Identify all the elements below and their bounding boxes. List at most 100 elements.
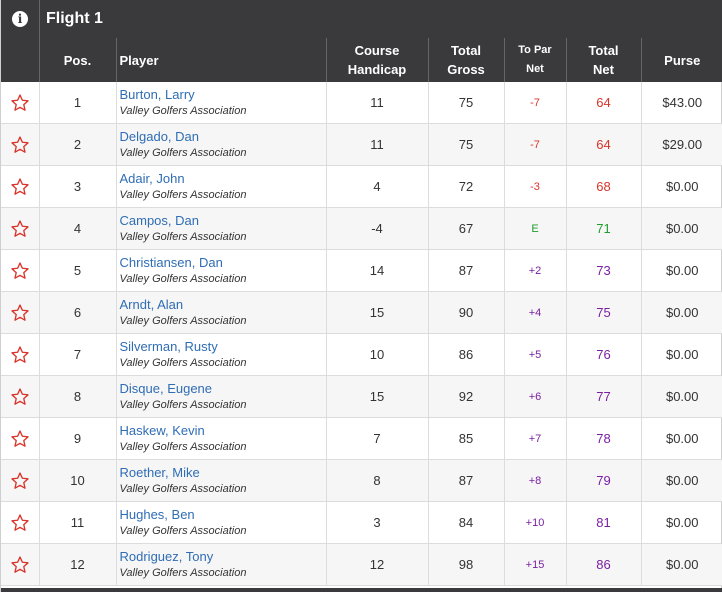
column-header-total-gross[interactable]: Total Gross [427,38,504,82]
favorite-star-icon[interactable] [10,261,30,281]
player-name-link[interactable]: Arndt, Alan [119,296,184,312]
purse-cell: $0.00 [640,207,722,250]
to-par-net-cell: +6 [503,375,566,418]
course-handicap-cell: 14 [325,249,428,292]
total-net-cell: 86 [565,543,641,586]
player-name-link[interactable]: Roether, Mike [119,464,200,480]
player-cell: Christiansen, Dan Valley Golfers Associat… [115,249,326,292]
total-gross-cell: 92 [427,375,504,418]
player-cell: Delgado, Dan Valley Golfers Association [115,123,326,166]
table-row: 11 Hughes, Ben Valley Golfers Association 3… [1,501,722,544]
player-cell: Adair, John Valley Golfers Association [115,165,326,208]
total-net-cell: 81 [565,501,641,544]
player-cell: Hughes, Ben Valley Golfers Association [115,501,326,544]
flight-header: i Flight 1 [1,0,722,39]
total-gross-cell: 86 [427,333,504,376]
column-header-total-net[interactable]: Total Net [565,38,641,82]
favorite-star-icon[interactable] [10,345,30,365]
favorite-star-icon[interactable] [10,303,30,323]
to-par-net-cell: +4 [503,291,566,334]
column-header-course-handicap[interactable]: Course Handicap [325,38,428,82]
total-gross-cell: 98 [427,543,504,586]
table-row: 9 Haskew, Kevin Valley Golfers Association… [1,417,722,460]
favorite-star-icon[interactable] [10,219,30,239]
pos-cell: 2 [38,123,116,166]
player-association: Valley Golfers Association [119,230,247,243]
purse-cell: $0.00 [640,249,722,292]
player-association: Valley Golfers Association [119,482,247,495]
player-name-link[interactable]: Hughes, Ben [119,506,195,522]
player-name-link[interactable]: Disque, Eugene [119,380,213,396]
purse-cell: $0.00 [640,543,722,586]
favorite-star-icon[interactable] [10,387,30,407]
player-cell: Roether, Mike Valley Golfers Association [115,459,326,502]
pos-cell: 5 [38,249,116,292]
purse-cell: $0.00 [640,333,722,376]
total-net-cell: 79 [565,459,641,502]
course-handicap-cell: 11 [325,123,428,166]
to-par-net-cell: +10 [503,501,566,544]
column-header-pos[interactable]: Pos. [38,38,116,82]
column-header-row: Pos. Player Course Handicap Total Gross To… [1,38,722,82]
column-header-to-par-net[interactable]: To Par Net [503,38,566,82]
to-par-net-cell: +5 [503,333,566,376]
pos-cell: 8 [38,375,116,418]
player-name-link[interactable]: Campos, Dan [119,212,199,228]
player-cell: Campos, Dan Valley Golfers Association [115,207,326,250]
player-name-link[interactable]: Rodriguez, Tony [119,548,214,564]
player-name-link[interactable]: Silverman, Rusty [119,338,218,354]
favorite-star-icon[interactable] [10,93,30,113]
player-name-link[interactable]: Adair, John [119,170,185,186]
column-header-purse[interactable]: Purse [640,38,722,82]
to-par-net-cell: +15 [503,543,566,586]
total-net-cell: 64 [565,82,641,124]
player-cell: Arndt, Alan Valley Golfers Association [115,291,326,334]
table-row: 8 Disque, Eugene Valley Golfers Associatio… [1,375,722,418]
favorite-star-icon[interactable] [10,429,30,449]
table-row: 7 Silverman, Rusty Valley Golfers Associat… [1,333,722,376]
table-row: 12 Rodriguez, Tony Valley Golfers Associat… [1,543,722,586]
course-handicap-cell: 15 [325,291,428,334]
player-name-link[interactable]: Haskew, Kevin [119,422,205,438]
purse-cell: $0.00 [640,459,722,502]
to-par-net-cell: -3 [503,165,566,208]
player-name-link[interactable]: Delgado, Dan [119,128,200,144]
purse-cell: $29.00 [640,123,722,166]
column-header-player[interactable]: Player [115,38,326,82]
total-net-cell: 75 [565,291,641,334]
player-name-link[interactable]: Burton, Larry [119,86,195,102]
favorite-cell [1,82,39,124]
player-association: Valley Golfers Association [119,314,247,327]
purse-cell: $0.00 [640,501,722,544]
favorite-cell [1,375,39,418]
player-association: Valley Golfers Association [119,440,247,453]
info-button[interactable]: i [1,0,40,38]
favorite-star-icon[interactable] [10,177,30,197]
purse-cell: $0.00 [640,291,722,334]
player-association: Valley Golfers Association [119,356,247,369]
player-association: Valley Golfers Association [119,566,247,579]
favorite-star-icon[interactable] [10,555,30,575]
player-cell: Rodriguez, Tony Valley Golfers Associatio… [115,543,326,586]
total-gross-cell: 75 [427,82,504,124]
total-gross-cell: 72 [427,165,504,208]
purse-cell: $0.00 [640,375,722,418]
favorite-star-icon[interactable] [10,135,30,155]
course-handicap-cell: 7 [325,417,428,460]
total-net-cell: 78 [565,417,641,460]
total-net-cell: 77 [565,375,641,418]
favorite-star-icon[interactable] [10,471,30,491]
favorite-cell [1,543,39,586]
course-handicap-cell: 10 [325,333,428,376]
pos-cell: 11 [38,501,116,544]
pos-cell: 3 [38,165,116,208]
favorite-cell [1,459,39,502]
player-name-link[interactable]: Christiansen, Dan [119,254,223,270]
total-net-cell: 68 [565,165,641,208]
favorite-cell [1,333,39,376]
course-handicap-cell: 8 [325,459,428,502]
favorite-star-icon[interactable] [10,513,30,533]
player-cell: Haskew, Kevin Valley Golfers Association [115,417,326,460]
table-row: 6 Arndt, Alan Valley Golfers Association 15… [1,291,722,334]
